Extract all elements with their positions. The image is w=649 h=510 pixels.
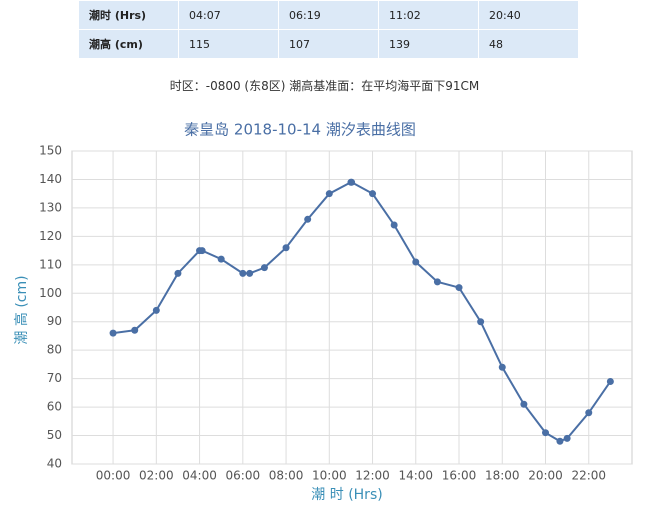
- x-tick-label: 08:00: [269, 469, 304, 483]
- point: [412, 258, 420, 266]
- x-tick-label: 16:00: [442, 469, 477, 483]
- table-row: 潮时 (Hrs) 04:07 06:19 11:02 20:40: [78, 0, 579, 30]
- y-axis-label: 潮 高 (cm): [13, 275, 30, 344]
- point: [606, 377, 614, 385]
- point: [239, 269, 247, 277]
- point: [304, 215, 312, 223]
- y-tick-label: 140: [39, 172, 62, 186]
- chart-title: 秦皇岛 2018-10-14 潮汐表曲线图: [184, 121, 416, 139]
- point: [152, 306, 160, 314]
- cell: 潮高 (cm): [78, 29, 179, 59]
- x-tick-label: 22:00: [571, 469, 606, 483]
- y-tick-label: 130: [39, 200, 62, 214]
- point: [563, 434, 571, 442]
- cell: 139: [378, 29, 479, 59]
- point: [556, 437, 564, 445]
- point: [498, 363, 506, 371]
- y-tick-label: 80: [47, 343, 62, 357]
- point: [131, 326, 139, 334]
- y-tick-label: 40: [47, 457, 62, 471]
- cell: 48: [478, 29, 579, 59]
- point: [585, 409, 593, 417]
- y-tick-label: 90: [47, 314, 62, 328]
- point: [477, 318, 485, 326]
- point: [348, 178, 356, 186]
- cell: 20:40: [478, 0, 579, 30]
- point: [198, 247, 206, 255]
- x-tick-label: 00:00: [96, 469, 131, 483]
- cell: 115: [178, 29, 279, 59]
- y-tick-label: 120: [39, 229, 62, 243]
- cell: 11:02: [378, 0, 479, 30]
- y-tick-label: 110: [39, 257, 62, 271]
- x-tick-label: 18:00: [485, 469, 520, 483]
- y-tick-label: 60: [47, 400, 62, 414]
- point: [455, 284, 463, 292]
- tide-table: 潮时 (Hrs) 04:07 06:19 11:02 20:40 潮高 (cm)…: [78, 0, 579, 59]
- x-tick-label: 12:00: [355, 469, 390, 483]
- point: [260, 264, 268, 272]
- x-tick-label: 14:00: [398, 469, 433, 483]
- table-row: 潮高 (cm) 115 107 139 48: [78, 29, 579, 59]
- y-tick-label: 50: [47, 428, 62, 442]
- point: [520, 400, 528, 408]
- tide-line: [112, 181, 612, 443]
- x-tick-label: 06:00: [226, 469, 261, 483]
- x-tick-label: 10:00: [312, 469, 347, 483]
- point: [109, 329, 117, 337]
- point: [390, 221, 398, 229]
- point: [542, 429, 550, 437]
- x-axis-label: 潮 时 (Hrs): [311, 487, 382, 503]
- cell: 107: [278, 29, 379, 59]
- y-tick-label: 70: [47, 371, 62, 385]
- cell: 潮时 (Hrs): [78, 0, 179, 30]
- x-tick-label: 02:00: [139, 469, 174, 483]
- y-tick-label: 150: [39, 144, 62, 158]
- x-tick-label: 04:00: [182, 469, 217, 483]
- point: [433, 278, 441, 286]
- point: [217, 255, 225, 263]
- point: [246, 269, 254, 277]
- point: [369, 190, 377, 198]
- y-tick-label: 100: [39, 286, 62, 300]
- point: [174, 269, 182, 277]
- x-tick-label: 20:00: [528, 469, 563, 483]
- point: [325, 190, 333, 198]
- note: 时区：-0800 (东8区) 潮高基准面：在平均海平面下91CM: [169, 79, 480, 93]
- point: [282, 244, 290, 252]
